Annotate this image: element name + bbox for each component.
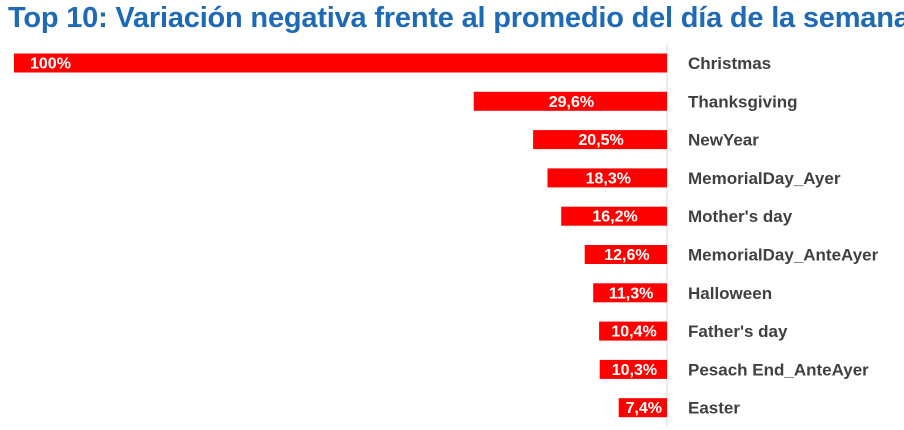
data-label: 10,4% (611, 324, 656, 341)
data-label: 29,6% (549, 94, 594, 111)
data-label: 12,6% (604, 247, 649, 264)
category-label: Pesach End_AnteAyer (688, 360, 869, 379)
data-label: 100% (30, 56, 71, 73)
category-label: Thanksgiving (688, 92, 798, 111)
chart-title: Top 10: Variación negativa frente al pro… (8, 2, 904, 34)
bar (599, 359, 667, 379)
category-label: NewYear (688, 131, 759, 150)
bar (473, 91, 667, 111)
data-label: 20,5% (578, 132, 623, 149)
category-label: MemorialDay_Ayer (688, 169, 841, 188)
data-label: 18,3% (586, 170, 631, 187)
bar (618, 398, 667, 418)
category-label: MemorialDay_AnteAyer (688, 246, 879, 265)
bar (561, 206, 667, 226)
category-label: Christmas (688, 54, 771, 73)
bar (533, 130, 667, 150)
category-label: Father's day (688, 322, 788, 341)
category-label: Halloween (688, 284, 772, 303)
data-label: 7,4% (626, 400, 662, 417)
bar (593, 283, 667, 303)
bar (14, 53, 667, 73)
category-label: Easter (688, 399, 740, 418)
data-label: 16,2% (592, 209, 637, 226)
data-label: 10,3% (612, 362, 657, 379)
bar (547, 168, 667, 188)
bar (599, 321, 667, 341)
category-label: Mother's day (688, 207, 793, 226)
bar (584, 245, 667, 264)
data-label: 11,3% (609, 285, 653, 302)
